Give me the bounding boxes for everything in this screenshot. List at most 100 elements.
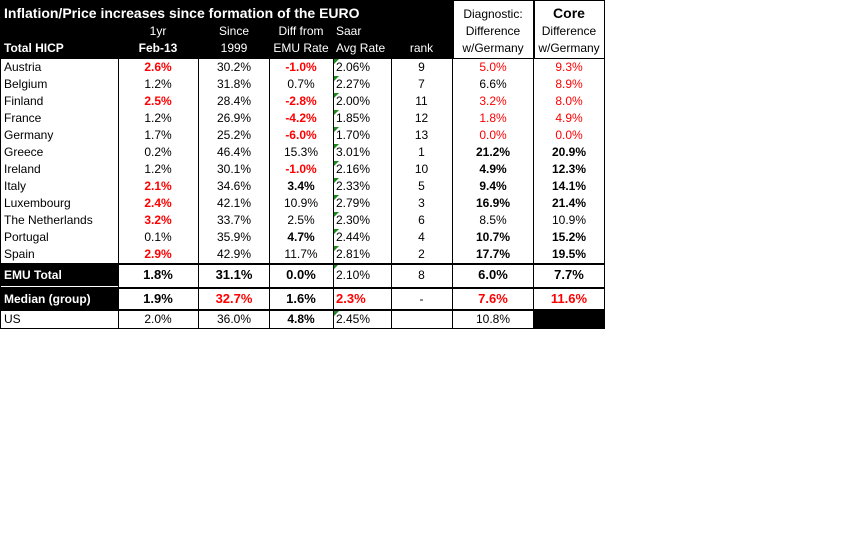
column-divider	[452, 58, 453, 328]
table-cell-yr: 2.6%	[144, 60, 172, 74]
table-bottom-border	[0, 328, 605, 329]
table-cell-saar: 2.33%	[336, 179, 371, 193]
table-cell-rank: 5	[418, 179, 425, 193]
table-cell-saar: 2.27%	[336, 77, 371, 91]
table-cell-diff: -4.2%	[285, 111, 317, 125]
table-cell-diag: 5.0%	[479, 60, 507, 74]
table-cell-core: 20.9%	[551, 145, 587, 159]
median-cell-core: 11.6%	[550, 291, 588, 306]
table-cell-since: 42.9%	[216, 247, 252, 261]
emu-top-border	[0, 263, 605, 265]
table-cell-saar: 3.01%	[336, 145, 371, 159]
comment-marker-icon	[334, 127, 339, 132]
table-cell-yr: 1.2%	[144, 77, 172, 91]
table-cell-diff: 15.3%	[283, 145, 319, 159]
table-cell-diag: 10.7%	[475, 230, 511, 244]
table-cell-diag: 3.2%	[479, 94, 507, 108]
table-cell-since: 30.1%	[216, 162, 252, 176]
table-cell-rank: 3	[418, 196, 425, 210]
table-cell-yr: 2.5%	[144, 94, 172, 108]
table-cell-since: 34.6%	[216, 179, 252, 193]
table-cell-yr: 2.1%	[144, 179, 172, 193]
col1-header-top: 1yr	[118, 24, 198, 40]
table-cell-core: 19.5%	[551, 247, 587, 261]
header-bottom-border	[0, 58, 605, 59]
table-cell-name: Ireland	[4, 162, 41, 176]
table-cell-diff: -1.0%	[285, 162, 317, 176]
table-cell-name: Finland	[4, 94, 44, 108]
table-cell-yr: 3.2%	[144, 213, 172, 227]
col5-header: rank	[391, 41, 452, 57]
table-cell-diff: 11.7%	[284, 247, 318, 261]
comment-marker-icon	[334, 93, 339, 98]
col4-header-top: Saar	[333, 24, 391, 40]
table-cell-core: 14.1%	[551, 179, 587, 193]
comment-marker-icon	[334, 264, 339, 269]
table-cell-saar: 1.85%	[336, 111, 371, 125]
table-cell-rank: 4	[418, 230, 425, 244]
table-cell-since: 46.4%	[216, 145, 252, 159]
table-cell-core: 12.3%	[551, 162, 587, 176]
median-cell-since: 32.7%	[215, 291, 253, 306]
table-cell-diff: 2.5%	[287, 213, 315, 227]
us-cell-name: US	[4, 312, 21, 326]
table-cell-since: 28.4%	[216, 94, 252, 108]
table-cell-since: 25.2%	[216, 128, 252, 142]
table-cell-diag: 8.5%	[479, 213, 507, 227]
table-cell-yr: 0.1%	[144, 230, 172, 244]
table-cell-rank: 7	[418, 77, 425, 91]
table-cell-core: 10.9%	[551, 213, 587, 227]
table-cell-rank: 1	[418, 145, 425, 159]
column-divider	[198, 58, 199, 328]
emu-cell-saar: 2.10%	[336, 268, 371, 282]
comment-marker-icon	[334, 76, 339, 81]
row-header-label: Total HICP	[1, 41, 118, 57]
emu-cell-diff: 0.0%	[286, 267, 316, 282]
table-cell-core: 4.9%	[555, 111, 583, 125]
table-cell-diff: 4.7%	[287, 230, 315, 244]
table-cell-rank: 11	[415, 94, 428, 108]
table-cell-yr: 2.9%	[144, 247, 172, 261]
median-cell-diff: 1.6%	[286, 291, 316, 306]
column-divider	[333, 58, 334, 328]
table-cell-diag: 6.6%	[479, 77, 507, 91]
table-cell-since: 30.2%	[216, 60, 252, 74]
table-cell-saar: 2.00%	[336, 94, 371, 108]
table-cell-since: 26.9%	[216, 111, 252, 125]
comment-marker-icon	[334, 195, 339, 200]
us-cell-core	[534, 311, 604, 328]
column-divider	[533, 58, 534, 328]
table-cell-saar: 2.81%	[336, 247, 371, 261]
column-divider	[391, 58, 392, 328]
table-cell-diff: -6.0%	[285, 128, 317, 142]
us-cell-since: 36.0%	[216, 312, 252, 326]
table-cell-since: 31.8%	[216, 77, 252, 91]
table-cell-core: 8.9%	[555, 77, 583, 91]
diag-header-bottom: w/Germany	[462, 41, 524, 55]
table-cell-saar: 2.16%	[336, 162, 371, 176]
median-top-border	[0, 287, 605, 289]
column-divider	[118, 58, 119, 328]
us-cell-rank	[391, 311, 452, 328]
us-cell-diff: 4.8%	[287, 312, 315, 326]
us-cell-saar: 2.45%	[336, 312, 371, 326]
median-cell-yr: 1.9%	[143, 291, 173, 306]
col2-header-bottom: 1999	[199, 41, 269, 57]
table-cell-diag: 4.9%	[479, 162, 507, 176]
table-right-border	[604, 0, 605, 328]
table-cell-name: Spain	[4, 247, 35, 261]
table-cell-name: Austria	[4, 60, 42, 74]
comment-marker-icon	[334, 161, 339, 166]
table-cell-diff: 0.7%	[287, 77, 315, 91]
table-cell-since: 33.7%	[216, 213, 252, 227]
comment-marker-icon	[334, 229, 339, 234]
table-cell-diag: 0.0%	[479, 128, 507, 142]
core-left-divider	[533, 0, 535, 58]
table-cell-saar: 2.06%	[336, 60, 371, 74]
median-cell-diag: 7.6%	[478, 291, 508, 306]
table-cell-core: 21.4%	[551, 196, 587, 210]
table-cell-saar: 2.79%	[336, 196, 371, 210]
col1-header-bottom: Feb-13	[118, 41, 198, 57]
core-header-bottom: w/Germany	[538, 41, 600, 55]
table-cell-since: 42.1%	[216, 196, 252, 210]
